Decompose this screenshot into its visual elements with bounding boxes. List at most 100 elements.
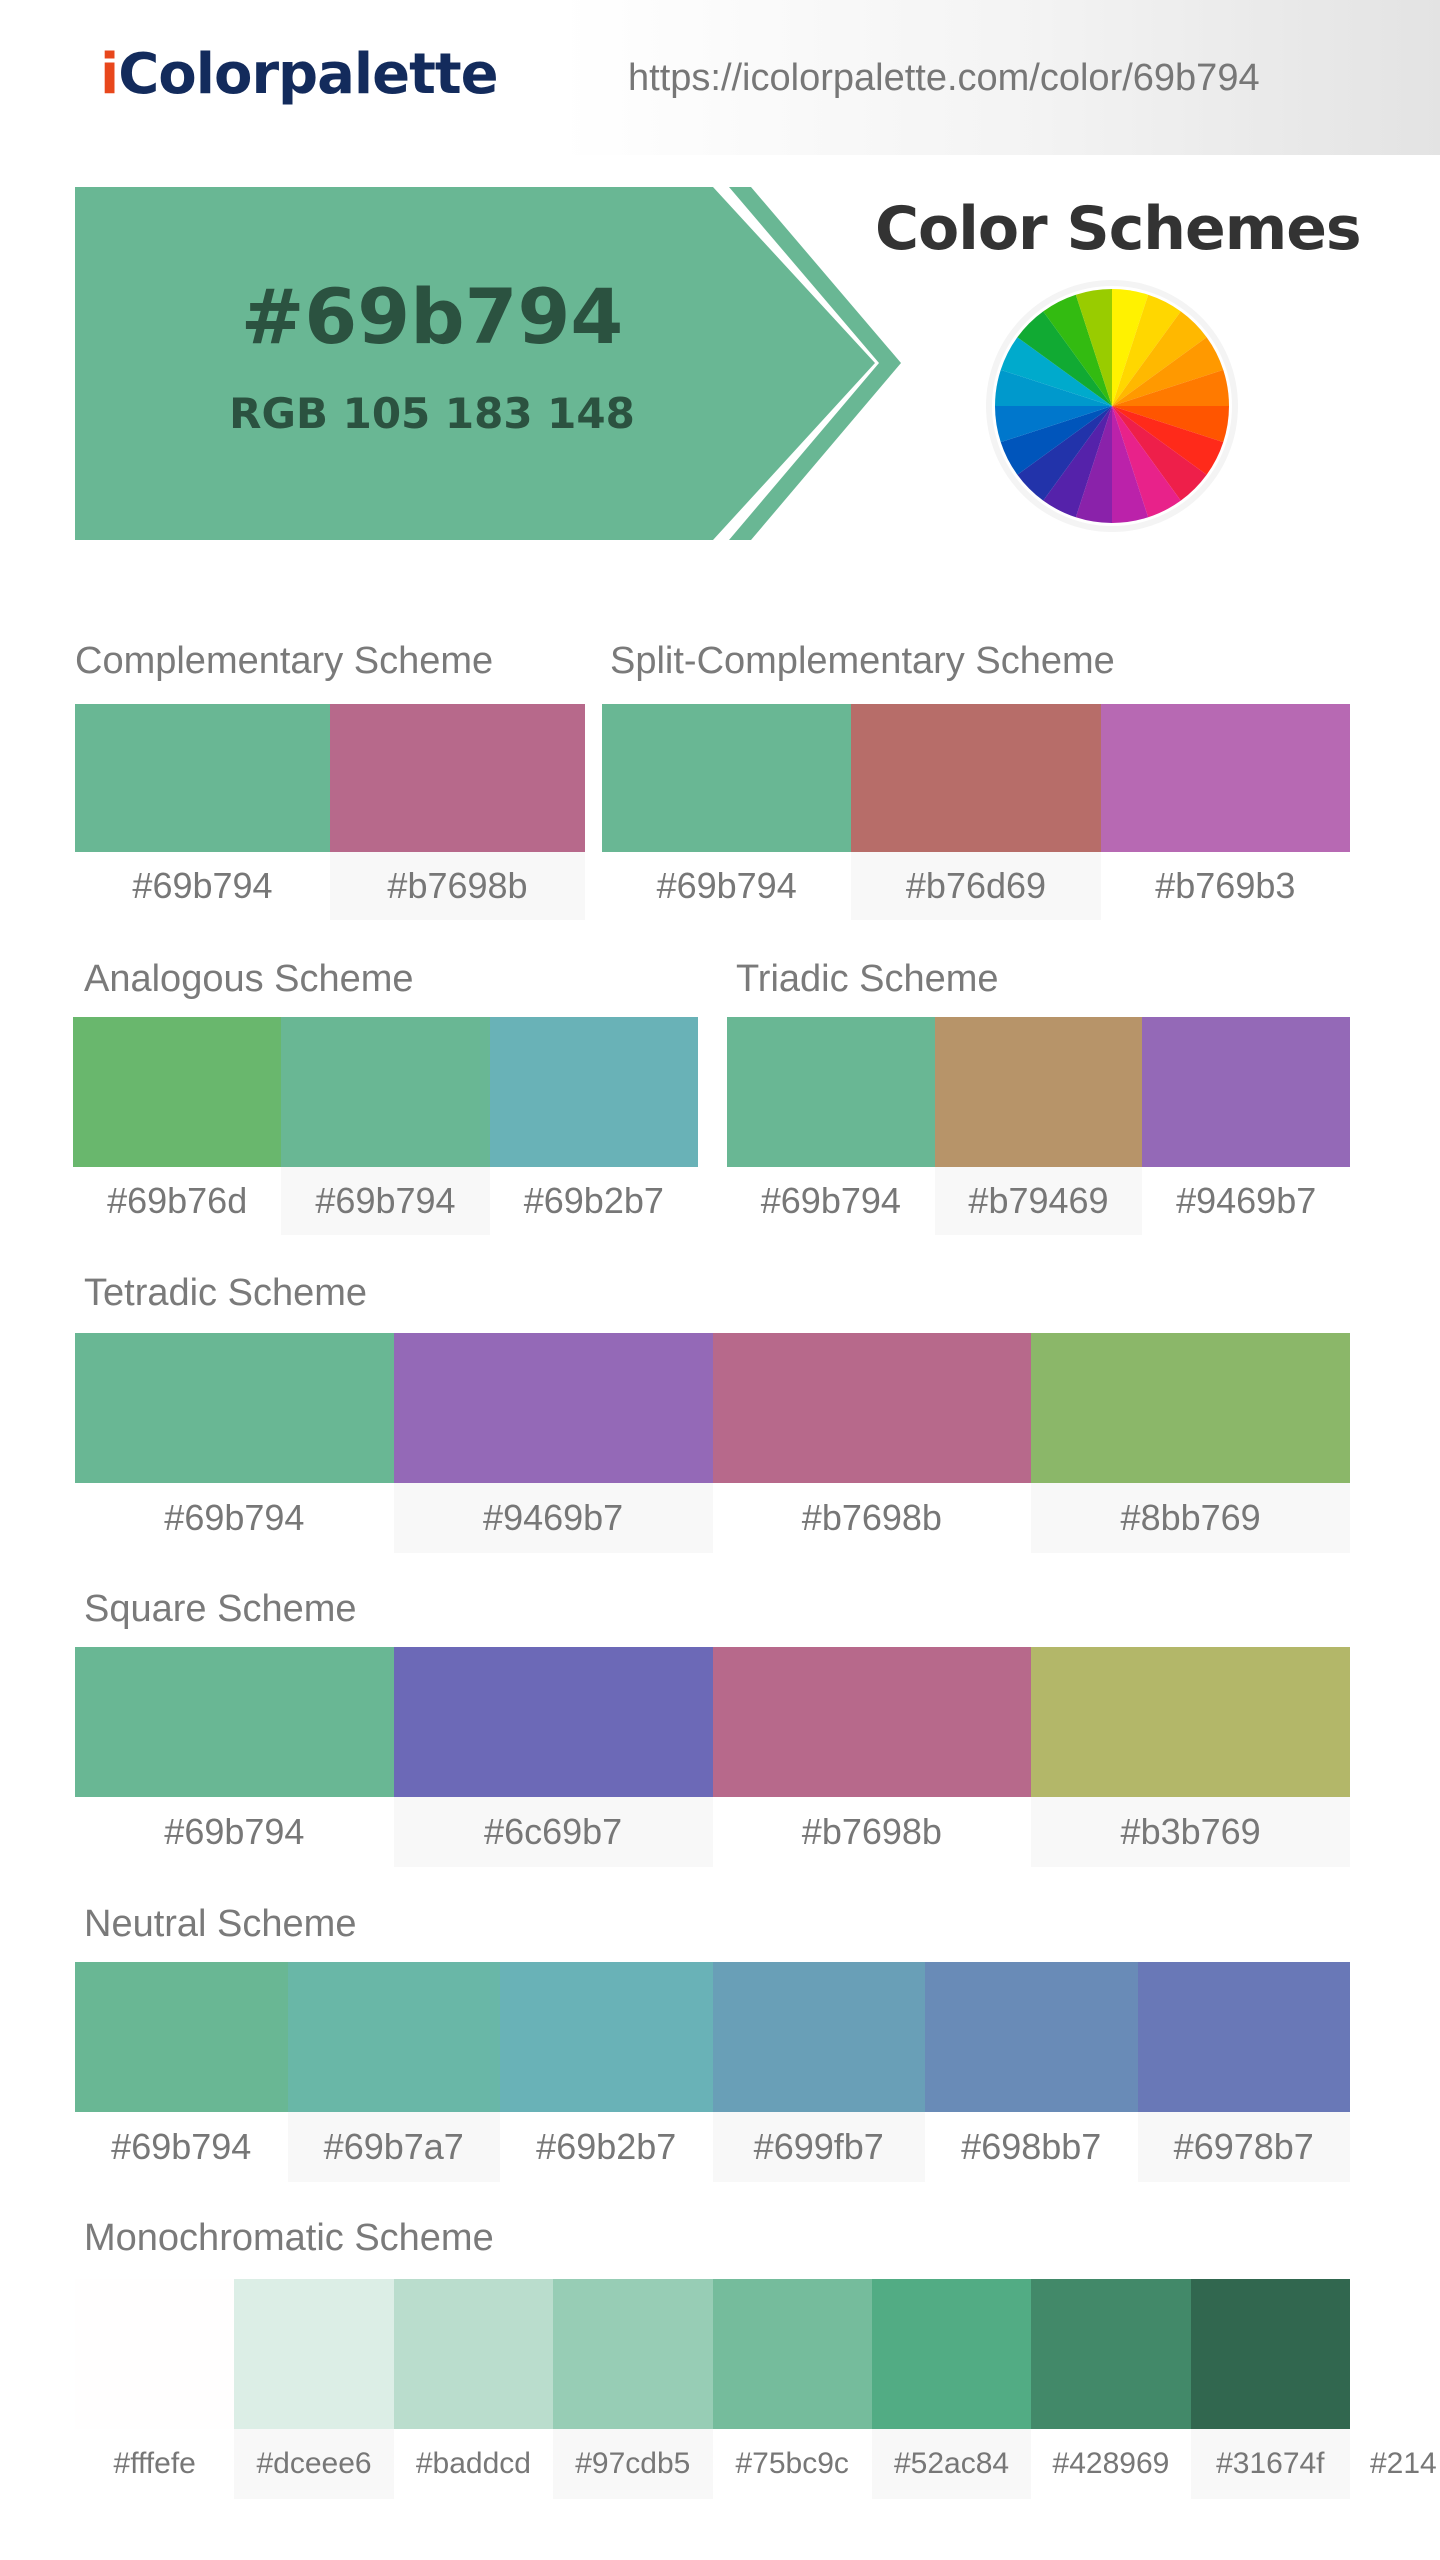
- swatch-color-block[interactable]: [75, 2279, 235, 2429]
- swatch-hex-label: #698bb7: [925, 2112, 1138, 2182]
- swatch-color-block[interactable]: [75, 1333, 394, 1483]
- swatch[interactable]: #69b794: [727, 1017, 935, 1235]
- swatch-color-block[interactable]: [500, 1962, 713, 2112]
- swatch-color-block[interactable]: [871, 2279, 1032, 2429]
- swatch-color-block[interactable]: [1190, 2279, 1350, 2429]
- swatch-hex-label: #75bc9c: [712, 2429, 872, 2499]
- swatch[interactable]: #9469b7: [393, 1333, 713, 1553]
- swatch-color-block[interactable]: [1100, 704, 1350, 852]
- swatch[interactable]: #698bb7: [925, 1962, 1138, 2182]
- swatch-hex-label: #69b794: [281, 1167, 490, 1235]
- swatch-color-block[interactable]: [934, 1017, 1143, 1167]
- swatch[interactable]: #b7698b: [330, 704, 585, 920]
- swatch-hex-label: #baddcd: [393, 2429, 554, 2499]
- swatch[interactable]: #69b794: [75, 1333, 394, 1553]
- swatch-color-block[interactable]: [393, 2279, 554, 2429]
- swatch-color-block[interactable]: [553, 2279, 713, 2429]
- color-wheel-segment: [1112, 406, 1229, 443]
- color-schemes-heading: Color Schemes: [875, 194, 1362, 264]
- swatch[interactable]: #69b76d: [73, 1017, 282, 1235]
- swatch-color-block[interactable]: [1031, 1647, 1350, 1797]
- swatch-hex-label: #69b76d: [73, 1167, 282, 1235]
- swatch[interactable]: #69b794: [602, 704, 852, 920]
- swatch-color-block[interactable]: [851, 704, 1101, 852]
- neutral-palette: #69b794 #69b7a7 #69b2b7 #699fb7 #698bb7 #6978…: [75, 1962, 1350, 2182]
- swatch[interactable]: #52ac84: [871, 2279, 1032, 2499]
- swatch-hex-label: #69b2b7: [500, 2112, 713, 2182]
- swatch[interactable]: #b7698b: [712, 1333, 1032, 1553]
- swatch[interactable]: #b76d69: [851, 704, 1101, 920]
- swatch[interactable]: #69b794: [75, 704, 330, 920]
- swatch[interactable]: #baddcd: [393, 2279, 554, 2499]
- swatch[interactable]: #b7698b: [712, 1647, 1032, 1867]
- swatch-color-block[interactable]: [281, 1017, 490, 1167]
- swatch[interactable]: #69b794: [75, 1962, 288, 2182]
- swatch-color-block[interactable]: [75, 1962, 288, 2112]
- swatch[interactable]: #97cdb5: [553, 2279, 713, 2499]
- color-wheel-icon: [986, 280, 1238, 532]
- swatch[interactable]: #75bc9c: [712, 2279, 872, 2499]
- swatch[interactable]: #69b7a7: [287, 1962, 500, 2182]
- swatch-hex-label: #69b794: [75, 1483, 394, 1553]
- swatch-hex-label: #b7698b: [330, 852, 585, 920]
- swatch-hex-label: #699fb7: [712, 2112, 925, 2182]
- swatch[interactable]: #69b794: [75, 1647, 394, 1867]
- swatch[interactable]: #69b2b7: [489, 1017, 698, 1235]
- swatch-color-block[interactable]: [75, 1647, 394, 1797]
- swatch[interactable]: #b3b769: [1031, 1647, 1350, 1867]
- swatch-color-block[interactable]: [925, 1962, 1138, 2112]
- swatch-color-block[interactable]: [75, 704, 330, 852]
- swatch-color-block[interactable]: [1142, 1017, 1351, 1167]
- color-wheel-segment: [1017, 311, 1112, 406]
- swatch-hex-label: #52ac84: [871, 2429, 1032, 2499]
- swatch[interactable]: #69b2b7: [500, 1962, 713, 2182]
- swatch-color-block[interactable]: [602, 704, 852, 852]
- swatch-color-block[interactable]: [727, 1017, 935, 1167]
- color-wheel-segment: [1112, 311, 1207, 406]
- swatch[interactable]: #31674f: [1190, 2279, 1350, 2499]
- swatch-color-block[interactable]: [393, 1647, 713, 1797]
- swatch-hex-label: #69b2b7: [489, 1167, 698, 1235]
- swatch-color-block[interactable]: [712, 2279, 872, 2429]
- split-complementary-palette: #69b794 #b76d69 #b769b3: [602, 704, 1350, 920]
- monochromatic-title: Monochromatic Scheme: [84, 2217, 494, 2259]
- swatch-hex-label: #fffefe: [75, 2429, 235, 2499]
- color-wheel-segment: [1112, 406, 1149, 523]
- site-logo[interactable]: iColorpalette: [100, 42, 499, 107]
- swatch-color-block[interactable]: [712, 1647, 1032, 1797]
- swatch-color-block[interactable]: [1137, 1962, 1350, 2112]
- swatch[interactable]: #dceee6: [234, 2279, 394, 2499]
- swatch-hex-label: #69b794: [75, 852, 330, 920]
- swatch-color-block[interactable]: [712, 1333, 1032, 1483]
- swatch[interactable]: #9469b7: [1142, 1017, 1351, 1235]
- swatch[interactable]: #8bb769: [1031, 1333, 1350, 1553]
- swatch-hex-label: #9469b7: [1142, 1167, 1351, 1235]
- swatch-color-block[interactable]: [1031, 2279, 1191, 2429]
- color-wheel-segment: [1000, 337, 1112, 406]
- swatch-color-block[interactable]: [330, 704, 585, 852]
- swatch[interactable]: #428969: [1031, 2279, 1191, 2499]
- swatch[interactable]: #6c69b7: [393, 1647, 713, 1867]
- color-wheel-segment: [1112, 406, 1207, 501]
- swatch-hex-label: #31674f: [1190, 2429, 1350, 2499]
- monochromatic-palette: #fffefe #dceee6 #baddcd #97cdb5 #75bc9c #52ac…: [75, 2279, 1350, 2499]
- swatch-hex-label: #8bb769: [1031, 1483, 1350, 1553]
- swatch-color-block[interactable]: [712, 1962, 925, 2112]
- swatch[interactable]: #69b794: [281, 1017, 490, 1235]
- swatch-hex-label: #428969: [1031, 2429, 1191, 2499]
- swatch-color-block[interactable]: [393, 1333, 713, 1483]
- swatch[interactable]: #b769b3: [1100, 704, 1350, 920]
- swatch[interactable]: #699fb7: [712, 1962, 925, 2182]
- swatch-color-block[interactable]: [489, 1017, 698, 1167]
- color-wheel-segment: [1000, 406, 1112, 475]
- swatch-color-block[interactable]: [287, 1962, 500, 2112]
- swatch-hex-label: #dceee6: [234, 2429, 394, 2499]
- swatch-color-block[interactable]: [234, 2279, 394, 2429]
- swatch[interactable]: #b79469: [934, 1017, 1143, 1235]
- swatch[interactable]: #fffefe: [75, 2279, 235, 2499]
- swatch-color-block[interactable]: [1031, 1333, 1350, 1483]
- swatch-color-block[interactable]: [73, 1017, 282, 1167]
- swatch-hex-label: #97cdb5: [553, 2429, 713, 2499]
- swatch[interactable]: #6978b7: [1137, 1962, 1350, 2182]
- square-title: Square Scheme: [84, 1588, 357, 1630]
